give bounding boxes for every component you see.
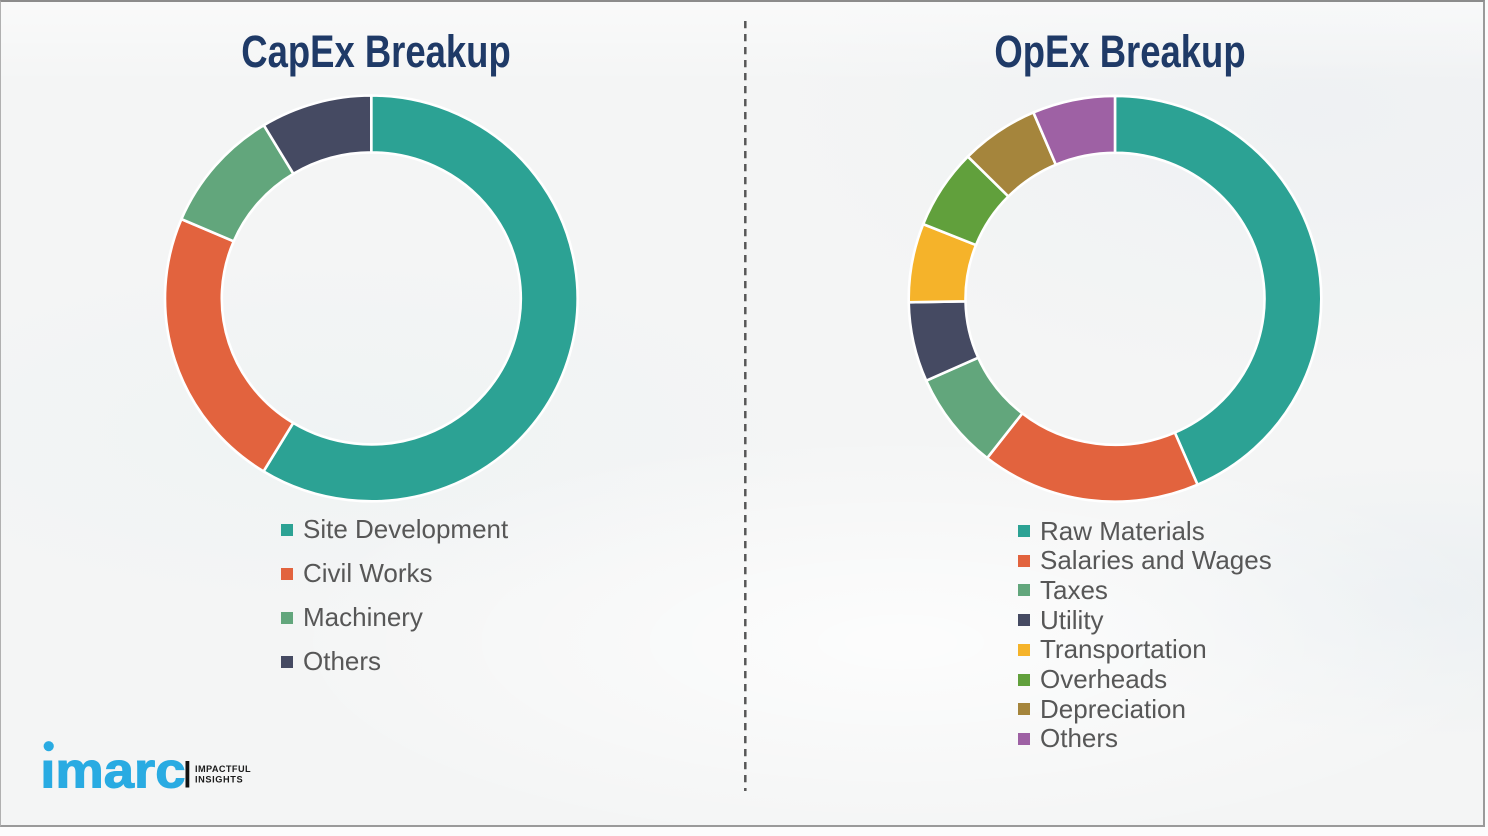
svg-text:INSIGHTS: INSIGHTS	[195, 775, 243, 785]
svg-text:ımarc: ımarc	[40, 743, 185, 796]
svg-text:IMPACTFUL: IMPACTFUL	[195, 764, 251, 774]
